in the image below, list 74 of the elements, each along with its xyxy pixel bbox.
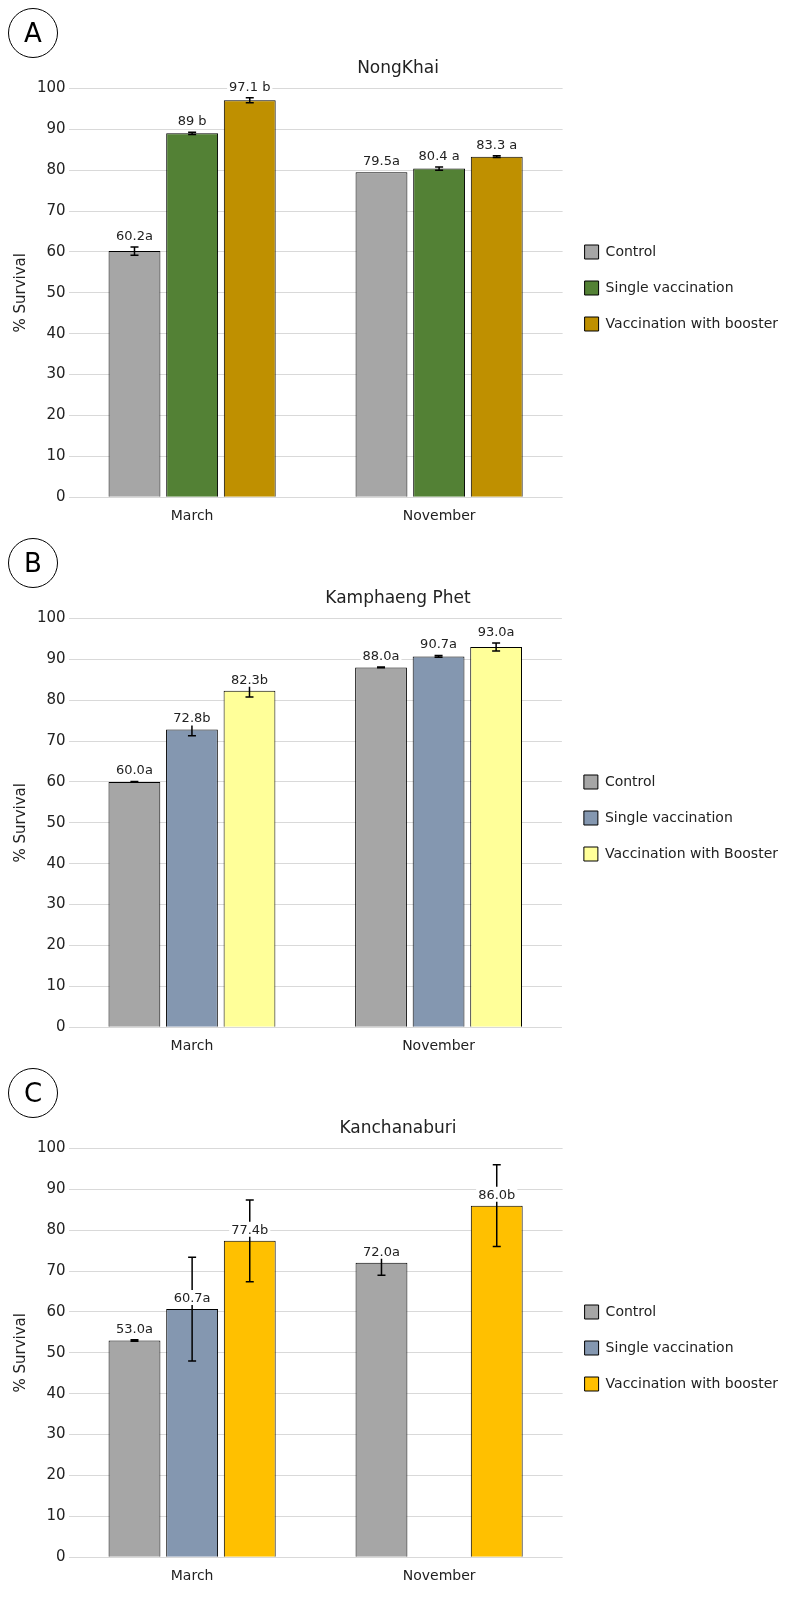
data-label: 89 b (177, 113, 207, 129)
y-tick-label: 100 (36, 1138, 66, 1157)
chart-title: Kanchanaburi (339, 1116, 457, 1137)
data-label: 82.3b (230, 671, 269, 687)
y-tick-label: 20 (46, 405, 66, 424)
data-label: 72.0a (363, 1243, 400, 1259)
y-tick-label: 40 (46, 853, 66, 872)
y-tick-label: 20 (46, 935, 66, 954)
legend-label: Control (605, 242, 657, 259)
data-label: 80.4 a (418, 147, 460, 163)
data-label: 83.3 a (476, 136, 518, 152)
x-tick-label: March (170, 1567, 214, 1584)
y-tick-label: 90 (46, 1179, 66, 1198)
y-tick-label: 50 (46, 1342, 66, 1361)
chart-title: Kamphaeng Phet (325, 586, 472, 607)
legend-label: Control (605, 1302, 657, 1319)
legend-label: Control (604, 772, 656, 789)
y-axis-title: % Survival (10, 783, 29, 863)
y-tick-label: 80 (46, 690, 66, 709)
y-tick-label: 10 (46, 1506, 66, 1525)
data-label: 72.8b (173, 710, 211, 726)
y-tick-label: 10 (46, 446, 66, 465)
x-tick-label: November (402, 1037, 476, 1054)
data-label: 97.1 b (229, 78, 271, 94)
circle-badge: B (8, 538, 58, 588)
y-tick-label: 0 (56, 487, 66, 506)
data-label: 53.0a (116, 1320, 153, 1336)
legend-label: Single vaccination (605, 1338, 734, 1355)
chart-title: NongKhai (357, 56, 439, 77)
legend-label: Vaccination with booster (605, 1374, 779, 1391)
x-tick-label: November (402, 507, 476, 524)
y-tick-label: 60 (46, 771, 66, 790)
y-tick-label: 70 (46, 1260, 66, 1279)
data-label: 93.0a (477, 623, 515, 639)
data-label: 79.5a (363, 153, 400, 169)
data-label: 77.4b (231, 1221, 269, 1237)
legend-label: Vaccination with Booster (604, 844, 779, 861)
y-tick-label: 10 (46, 976, 66, 995)
y-tick-label: 30 (46, 894, 66, 913)
y-tick-label: 40 (46, 323, 66, 342)
data-label: 88.0a (362, 647, 400, 663)
y-tick-label: 30 (46, 364, 66, 383)
legend-label: Single vaccination (604, 808, 733, 825)
y-tick-label: 0 (56, 1547, 66, 1566)
y-tick-label: 90 (46, 119, 66, 138)
y-tick-label: 80 (46, 160, 66, 179)
y-tick-label: 70 (46, 730, 66, 749)
y-tick-label: 100 (36, 78, 66, 97)
data-label: 60.2a (116, 227, 153, 243)
y-tick-label: 80 (46, 1220, 66, 1239)
y-tick-label: 20 (46, 1465, 66, 1484)
y-tick-label: 30 (46, 1424, 66, 1443)
data-label: 90.7a (420, 636, 458, 652)
y-tick-label: 100 (36, 608, 66, 627)
y-axis-title: % Survival (10, 253, 29, 333)
legend-label: Single vaccination (605, 278, 734, 295)
x-tick-label: March (170, 1037, 214, 1054)
y-tick-label: 90 (46, 649, 66, 668)
y-tick-label: 50 (46, 282, 66, 301)
x-tick-label: March (170, 507, 214, 524)
data-label: 86.0b (478, 1186, 516, 1202)
circle-badge: A (8, 8, 58, 58)
y-axis-title: % Survival (10, 1313, 29, 1393)
data-label: 60.7a (173, 1289, 211, 1305)
y-tick-label: 60 (46, 1301, 66, 1320)
legend-label: Vaccination with booster (605, 314, 779, 331)
circle-badge: C (8, 1068, 58, 1118)
y-tick-label: 0 (56, 1017, 66, 1036)
data-label: 60.0a (115, 762, 153, 778)
x-tick-label: November (402, 1567, 476, 1584)
y-tick-label: 40 (46, 1383, 66, 1402)
y-tick-label: 50 (46, 812, 66, 831)
y-tick-label: 70 (46, 200, 66, 219)
y-tick-label: 60 (46, 241, 66, 260)
